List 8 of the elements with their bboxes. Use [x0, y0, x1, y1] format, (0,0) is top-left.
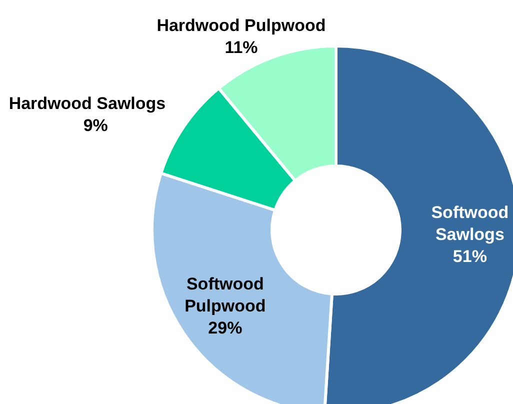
slice-label: Softwood Pulpwood: [184, 274, 266, 316]
data-label: 11%: [224, 38, 258, 58]
data-label: 29%: [208, 318, 242, 338]
slice-label: Hardwood Pulpwood: [156, 16, 326, 36]
data-label: 51%: [452, 247, 487, 266]
data-label: 9%: [83, 116, 108, 136]
slice-label: Hardwood Sawlogs: [8, 94, 166, 114]
slice-label: Softwood Sawlogs: [431, 203, 509, 244]
